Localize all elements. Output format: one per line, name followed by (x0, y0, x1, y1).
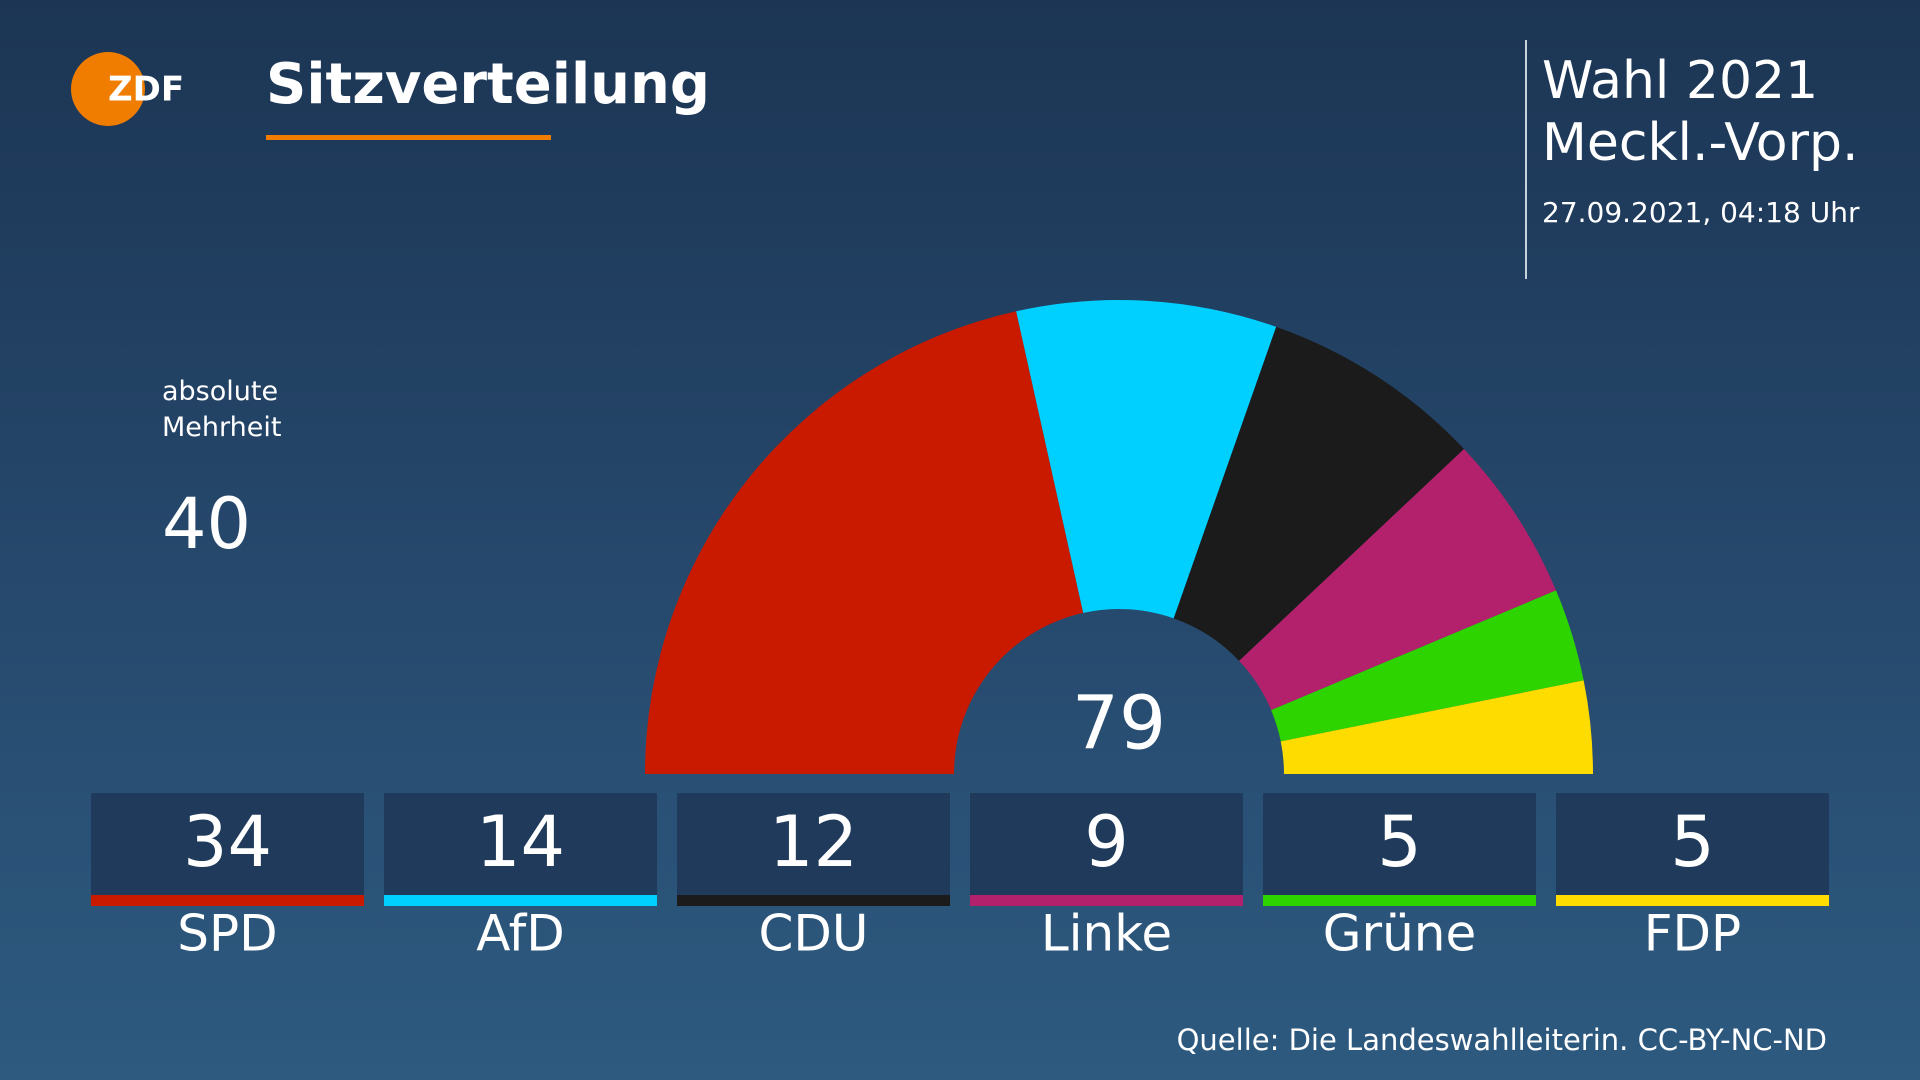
party-color-bar (1556, 895, 1829, 906)
party-name: SPD (177, 905, 277, 963)
seat-segment (1239, 448, 1557, 711)
party-color-bar (1263, 895, 1536, 906)
logo: ZDF (108, 70, 184, 110)
party-name: CDU (758, 905, 868, 963)
seat-count: 9 (1084, 801, 1129, 883)
party-name: FDP (1644, 905, 1741, 963)
majority-label: absolute Mehrheit (162, 376, 282, 443)
seat-box (677, 793, 950, 895)
seat-count: 14 (476, 801, 565, 883)
party-color-bar (970, 895, 1243, 906)
title-underline (266, 135, 551, 140)
majority-label-box: absolute Mehrheit (162, 376, 282, 443)
party-name: Grüne (1323, 905, 1476, 963)
seat-box (384, 793, 657, 895)
majority-value: 40 (162, 483, 251, 565)
source: Quelle: Die Landeswahlleiterin. CC-BY-NC… (1177, 1023, 1827, 1057)
region: Meckl.-Vorp. (1542, 113, 1859, 173)
seat-segment (1271, 590, 1584, 742)
seat-chart: 34 SPD 14 AfD 12 CDU 9 Linke 5 Grüne 5 FDP (91, 299, 1829, 963)
seat-segment (1173, 326, 1465, 661)
title: Sitzverteilung (266, 52, 710, 117)
party-name: Linke (1041, 905, 1172, 963)
seat-box (1263, 793, 1536, 895)
party-color-bar (384, 895, 657, 906)
party-name: AfD (476, 905, 565, 963)
seat-box (970, 793, 1243, 895)
election: Wahl 2021 (1542, 51, 1818, 111)
seat-count: 34 (183, 801, 272, 883)
party-color-bar (91, 895, 364, 906)
seat-segment (1280, 680, 1593, 774)
seat-count: 5 (1377, 801, 1422, 883)
seat-segment (1016, 299, 1277, 619)
seat-segment (645, 311, 1084, 774)
total-seats: 79 (1072, 681, 1166, 767)
seat-box (1556, 793, 1829, 895)
logo-circle (71, 52, 145, 126)
timestamp: 27.09.2021, 04:18 Uhr (1542, 196, 1860, 229)
seat-count: 12 (769, 801, 858, 883)
seat-box (91, 793, 364, 895)
seat-count: 5 (1670, 801, 1715, 883)
party-color-bar (677, 895, 950, 906)
